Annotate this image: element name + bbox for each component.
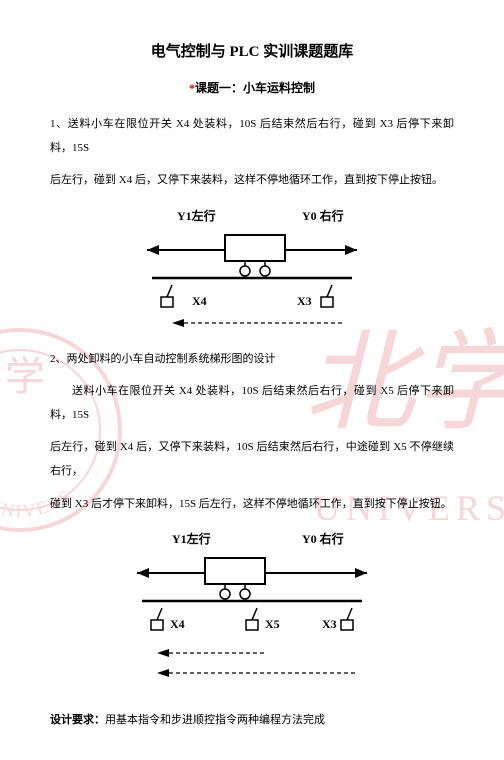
sensor-x3-icon <box>321 285 333 307</box>
paragraph-2d: 碰到 X3 后才停下来卸料，15S 后左行，这样不停地循环工作，直到按下停止按钮… <box>50 492 454 516</box>
paragraph-2b: 送料小车在限位开关 X4 处装料，10S 后结束然后右行，碰到 X5 后停下来卸… <box>50 379 454 427</box>
d2-sensor-right: X3 <box>322 617 337 631</box>
req-text: 用基本指令和步进顺控指令两种编程方法完成 <box>105 714 325 726</box>
d1-label-right: Y0 右行 <box>302 208 344 223</box>
design-requirement: 设计要求：用基本指令和步进顺控指令两种编程方法完成 <box>50 708 454 732</box>
paragraph-2c: 后左行，碰到 X4 后，又停下来装料，10S 后结束然后右行，中途碰到 X5 不… <box>50 435 454 483</box>
d1-label-left: Y1左行 <box>177 208 216 223</box>
d2-label-left: Y1左行 <box>172 531 211 546</box>
document-page: 电气控制与 PLC 实训课题题库 *课题一：小车运料控制 1、送料小车在限位开关… <box>0 0 504 760</box>
paragraph-1-line2: 后左行，碰到 X4 后，又停下来装料，这样不停地循环工作，直到按下停止按钮。 <box>50 168 454 192</box>
d1-sensor-left: X4 <box>192 294 207 308</box>
d2-sensor-mid: X5 <box>265 617 280 631</box>
diagram-1: Y1左行 Y0 右行 X4 X3 <box>50 205 454 335</box>
d2-sensor-left: X4 <box>170 617 185 631</box>
sensor-x4-icon <box>161 285 173 307</box>
req-label: 设计要求： <box>50 714 105 726</box>
paragraph-1-line1: 1、送料小车在限位开关 X4 处装料，10S 后结束然后右行，碰到 X3 后停下… <box>50 112 454 160</box>
paragraph-2: 2、两处卸料的小车自动控制系统梯形图的设计 <box>50 347 454 371</box>
d2-label-right: Y0 右行 <box>302 531 344 546</box>
d1-sensor-right: X3 <box>297 294 312 308</box>
subtitle-text: 课题一：小车运料控制 <box>195 81 315 95</box>
diagram-2: Y1左行 Y0 右行 X4 X5 X3 <box>50 528 454 688</box>
page-title: 电气控制与 PLC 实训课题题库 <box>50 40 454 61</box>
topic-subtitle: *课题一：小车运料控制 <box>50 79 454 96</box>
